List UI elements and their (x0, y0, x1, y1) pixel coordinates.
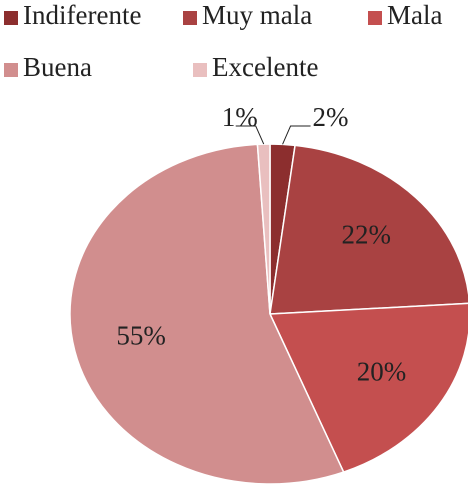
data-label: 2% (313, 102, 349, 132)
leader-line (235, 125, 265, 145)
data-label: 55% (116, 321, 166, 351)
legend-label: Indiferente (23, 0, 141, 30)
legend-swatch (183, 11, 197, 25)
data-label: 1% (222, 102, 258, 132)
data-label: 20% (357, 356, 407, 386)
legend-label: Excelente (212, 52, 318, 82)
legend-label: Buena (23, 52, 92, 82)
legend-swatch (4, 63, 18, 77)
legend-swatch (193, 63, 207, 77)
pie-slice (268, 302, 468, 473)
legend-label: Muy mala (202, 0, 312, 30)
pie-slice (269, 144, 468, 315)
legend-label: Mala (387, 0, 442, 30)
data-label: 22% (341, 219, 391, 249)
pie-slice (69, 143, 345, 485)
legend-swatch (4, 11, 18, 25)
leader-line (282, 125, 311, 145)
legend-swatch (368, 11, 382, 25)
